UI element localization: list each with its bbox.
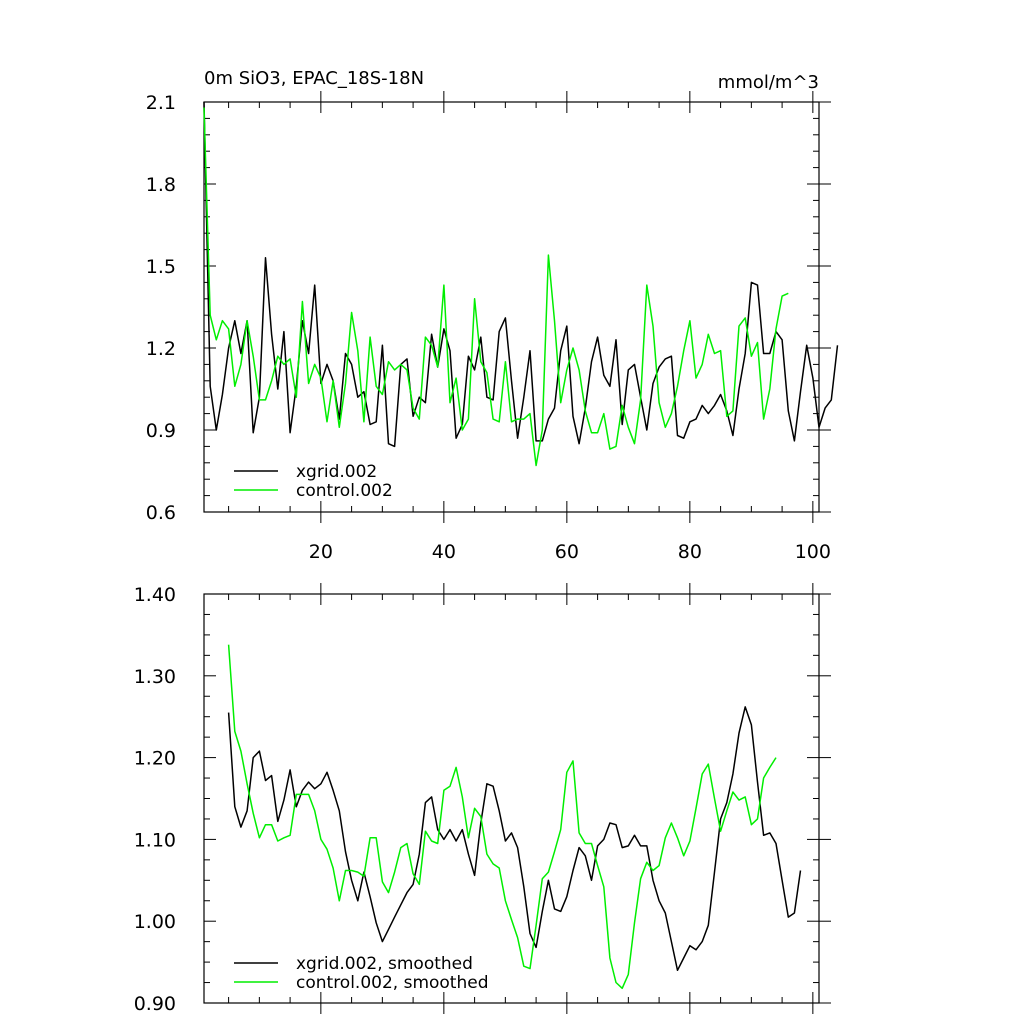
legend-label-control-smoothed: control.002, smoothed — [296, 973, 489, 993]
top-chart-units: mmol/m^3 — [718, 72, 819, 93]
top-y-tick-label: 1.8 — [146, 174, 176, 196]
bottom-series-line-xgrid — [227, 706, 802, 972]
bottom-series-lines — [227, 644, 802, 990]
top-x-tick-label: 60 — [555, 541, 579, 563]
top-y-tick-label: 1.2 — [146, 338, 176, 360]
bottom-y-tick-label: 1.20 — [134, 748, 176, 770]
top-y-tick-label: 0.9 — [146, 420, 176, 442]
bottom-series-line-control — [227, 644, 777, 990]
bottom-y-tick-label: 0.90 — [134, 993, 176, 1015]
bottom-panel: 0.90 1.00 1.10 1.20 1.30 1.40 xgrid.002, smoo… — [134, 583, 831, 1015]
top-x-tick-label: 80 — [678, 541, 702, 563]
bottom-ticks: 0.90 1.00 1.10 1.20 1.30 1.40 — [134, 583, 831, 1015]
bottom-y-tick-label: 1.30 — [134, 666, 176, 688]
bottom-y-tick-label: 1.40 — [134, 584, 176, 606]
top-y-tick-label: 0.6 — [146, 502, 176, 524]
top-x-tick-label: 20 — [309, 541, 333, 563]
top-series-line-xgrid — [203, 101, 839, 448]
bottom-y-tick-label: 1.10 — [134, 829, 176, 851]
top-series-lines — [203, 101, 839, 467]
top-x-tick-label: 40 — [432, 541, 456, 563]
top-series-line-control — [203, 107, 789, 467]
top-plot-frame — [203, 101, 820, 513]
legend-label-xgrid: xgrid.002 — [296, 462, 377, 482]
top-legend: xgrid.002 control.002 — [234, 462, 393, 501]
bottom-y-tick-label: 1.00 — [134, 911, 176, 933]
top-ticks: 20 40 60 80 100 0.6 0.9 1.2 1.5 1.8 2.1 — [146, 91, 831, 563]
top-chart-title: 0m SiO3, EPAC_18S-18N — [204, 68, 424, 89]
legend-label-control: control.002 — [296, 481, 393, 501]
legend-label-xgrid-smoothed: xgrid.002, smoothed — [296, 954, 473, 974]
bottom-legend: xgrid.002, smoothed control.002, smoothe… — [234, 954, 489, 993]
top-y-tick-label: 2.1 — [146, 92, 176, 114]
top-y-tick-label: 1.5 — [146, 256, 176, 278]
top-panel: 20 40 60 80 100 0.6 0.9 1.2 1.5 1.8 2.1 0m SiO3, E… — [146, 68, 839, 563]
top-x-tick-label: 100 — [795, 541, 831, 563]
